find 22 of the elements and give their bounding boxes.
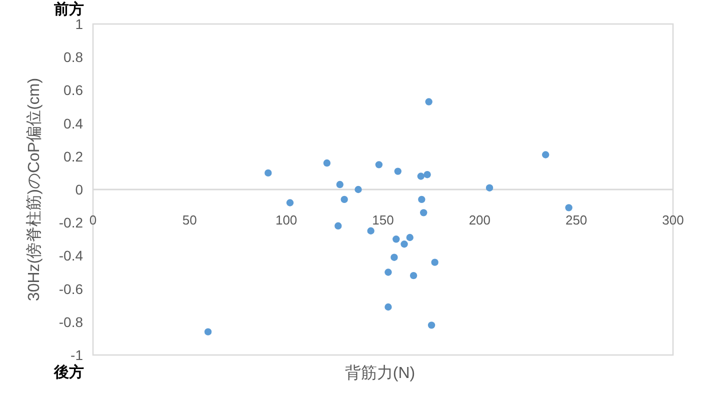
- x-tick-label: 0: [89, 212, 97, 228]
- x-tick-label: 50: [182, 212, 197, 228]
- y-tick-label: 0: [75, 182, 83, 198]
- y-tick-label: -1: [70, 347, 83, 363]
- y-tick-label: 0.6: [64, 82, 83, 98]
- y-tick-label: 0.4: [64, 115, 83, 132]
- y-tick-label: 1: [75, 16, 83, 32]
- y-tick-label: -0.2: [58, 214, 83, 231]
- x-axis-title: 背筋力(N): [344, 365, 416, 382]
- x-tick-label: 100: [275, 212, 298, 228]
- annotation: 前方: [54, 1, 84, 18]
- y-axis-title: 30Hz(傍脊柱筋)のCoP偏位(cm): [26, 78, 43, 302]
- x-tick-label: 150: [372, 212, 394, 228]
- x-tick-label: 300: [662, 212, 684, 228]
- y-tick-label: -0.8: [58, 314, 83, 330]
- y-tick-label: -0.4: [58, 248, 83, 264]
- x-tick-label: 250: [565, 212, 588, 228]
- annotation: 後方: [54, 364, 84, 381]
- y-tick-label: 0.2: [64, 148, 83, 164]
- x-tick-label: 200: [468, 212, 491, 228]
- y-tick-label: -0.6: [58, 280, 83, 297]
- y-tick-label: 0.8: [64, 49, 83, 66]
